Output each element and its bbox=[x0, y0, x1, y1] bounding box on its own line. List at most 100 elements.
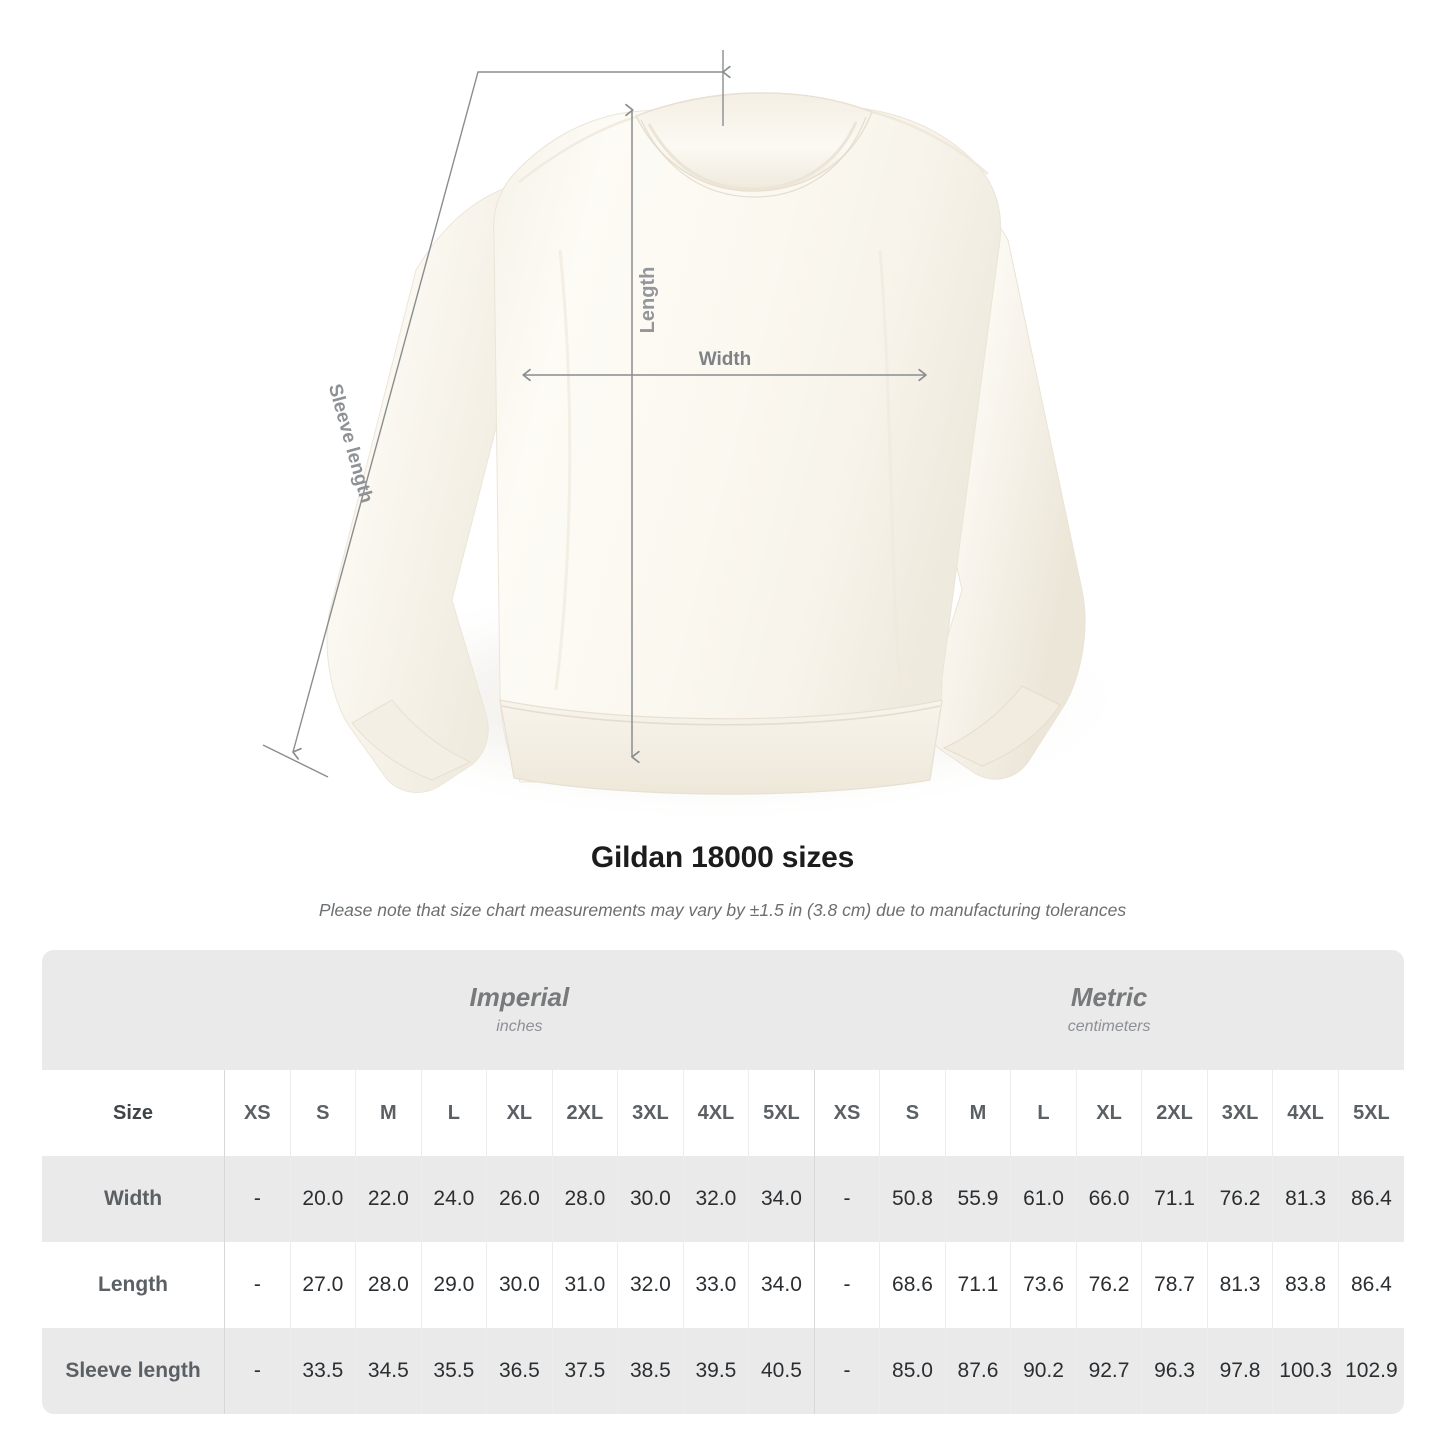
header-metric-5xl: 5XL bbox=[1337, 1070, 1404, 1156]
cell-width-imperial-5xl: 34.0 bbox=[748, 1156, 815, 1242]
cell-sleeve-metric-4xl: 100.3 bbox=[1272, 1328, 1339, 1414]
row-label-sleeve-length: Sleeve length bbox=[42, 1328, 225, 1414]
unit-banner-spacer bbox=[42, 950, 225, 1070]
cell-length-imperial-3xl: 32.0 bbox=[617, 1242, 684, 1328]
cell-width-imperial-4xl: 32.0 bbox=[682, 1156, 749, 1242]
right-cuff bbox=[942, 685, 1061, 767]
size-chart-table-wrapper: Imperial inches Metric centimeters Size … bbox=[42, 950, 1404, 1414]
unit-banner-imperial: Imperial inches bbox=[224, 950, 815, 1070]
unit-name-metric: Metric bbox=[1070, 982, 1148, 1012]
title-block: Gildan 18000 sizes Please note that size… bbox=[0, 838, 1445, 922]
header-metric-3xl: 3XL bbox=[1206, 1070, 1273, 1156]
cell-sleeve-imperial-5xl: 40.5 bbox=[748, 1328, 815, 1414]
tolerance-note: Please note that size chart measurements… bbox=[318, 900, 1127, 920]
cell-width-metric-m: 55.9 bbox=[944, 1156, 1011, 1242]
cell-sleeve-imperial-xl: 36.5 bbox=[486, 1328, 553, 1414]
size-header-row: Size XS S M L XL 2XL 3XL 4XL 5XL XS S M … bbox=[42, 1070, 1404, 1156]
right-shoulder-seam bbox=[865, 108, 989, 175]
cell-width-imperial-2xl: 28.0 bbox=[551, 1156, 618, 1242]
width-label: Width bbox=[699, 349, 752, 370]
unit-sub-imperial: inches bbox=[496, 1018, 543, 1035]
cell-width-metric-2xl: 71.1 bbox=[1141, 1156, 1208, 1242]
cell-width-metric-5xl: 86.4 bbox=[1337, 1156, 1404, 1242]
table-row: Length - 27.0 28.0 29.0 30.0 31.0 32.0 3… bbox=[42, 1242, 1404, 1328]
header-metric-xl: XL bbox=[1075, 1070, 1142, 1156]
cell-width-metric-4xl: 81.3 bbox=[1272, 1156, 1339, 1242]
sleeve-length-measure-arrow bbox=[292, 65, 731, 760]
header-corner-size-label: Size bbox=[42, 1070, 225, 1156]
header-metric-2xl: 2XL bbox=[1141, 1070, 1208, 1156]
cell-sleeve-metric-5xl: 102.9 bbox=[1337, 1328, 1404, 1414]
sleeve-length-label: Sleeve length bbox=[324, 382, 377, 506]
garment-diagram: Length Width Sleeve length bbox=[262, 50, 1140, 825]
cell-width-imperial-xl: 26.0 bbox=[486, 1156, 553, 1242]
cell-width-metric-s: 50.8 bbox=[879, 1156, 946, 1242]
cell-width-metric-xs: - bbox=[813, 1156, 880, 1242]
cell-length-imperial-xs: - bbox=[224, 1242, 291, 1328]
cell-length-metric-3xl: 81.3 bbox=[1206, 1242, 1273, 1328]
table-row: Sleeve length - 33.5 34.5 35.5 36.5 37.5… bbox=[42, 1328, 1404, 1414]
row-label-width: Width bbox=[42, 1156, 225, 1242]
cell-length-metric-l: 73.6 bbox=[1010, 1242, 1077, 1328]
cell-length-imperial-s: 27.0 bbox=[289, 1242, 356, 1328]
header-metric-s: S bbox=[879, 1070, 946, 1156]
cell-length-metric-xs: - bbox=[813, 1242, 880, 1328]
cell-sleeve-imperial-3xl: 38.5 bbox=[617, 1328, 684, 1414]
cell-sleeve-metric-xl: 92.7 bbox=[1075, 1328, 1142, 1414]
cell-sleeve-imperial-4xl: 39.5 bbox=[682, 1328, 749, 1414]
cell-width-imperial-3xl: 30.0 bbox=[617, 1156, 684, 1242]
cell-length-metric-2xl: 78.7 bbox=[1141, 1242, 1208, 1328]
length-label: Length bbox=[637, 267, 659, 334]
cell-sleeve-metric-2xl: 96.3 bbox=[1141, 1328, 1208, 1414]
cell-width-imperial-xs: - bbox=[224, 1156, 291, 1242]
header-imperial-3xl: 3XL bbox=[617, 1070, 684, 1156]
table-row: Width - 20.0 22.0 24.0 26.0 28.0 30.0 32… bbox=[42, 1156, 1404, 1242]
row-label-length: Length bbox=[42, 1242, 225, 1328]
cell-width-imperial-m: 22.0 bbox=[355, 1156, 422, 1242]
cell-length-imperial-m: 28.0 bbox=[355, 1242, 422, 1328]
header-metric-xs: XS bbox=[813, 1070, 880, 1156]
cell-width-metric-xl: 66.0 bbox=[1075, 1156, 1142, 1242]
header-imperial-m: M bbox=[355, 1070, 422, 1156]
cell-sleeve-imperial-2xl: 37.5 bbox=[551, 1328, 618, 1414]
cell-sleeve-imperial-l: 35.5 bbox=[420, 1328, 487, 1414]
header-imperial-4xl: 4XL bbox=[682, 1070, 749, 1156]
cell-sleeve-metric-xs: - bbox=[813, 1328, 880, 1414]
sweatshirt-illustration: Length Width Sleeve length bbox=[262, 50, 1140, 825]
cell-length-imperial-xl: 30.0 bbox=[486, 1242, 553, 1328]
cell-sleeve-imperial-xs: - bbox=[224, 1328, 291, 1414]
cell-width-metric-3xl: 76.2 bbox=[1206, 1156, 1273, 1242]
unit-name-imperial: Imperial bbox=[469, 982, 570, 1012]
cell-length-imperial-l: 29.0 bbox=[420, 1242, 487, 1328]
header-imperial-l: L bbox=[420, 1070, 487, 1156]
sleeve-end-tick bbox=[262, 744, 329, 778]
header-imperial-s: S bbox=[289, 1070, 356, 1156]
header-imperial-5xl: 5XL bbox=[748, 1070, 815, 1156]
cell-length-imperial-5xl: 34.0 bbox=[748, 1242, 815, 1328]
cell-length-metric-5xl: 86.4 bbox=[1337, 1242, 1404, 1328]
header-metric-l: L bbox=[1010, 1070, 1077, 1156]
cell-length-imperial-2xl: 31.0 bbox=[551, 1242, 618, 1328]
cell-sleeve-metric-m: 87.6 bbox=[944, 1328, 1011, 1414]
header-imperial-xl: XL bbox=[486, 1070, 553, 1156]
header-imperial-xs: XS bbox=[224, 1070, 291, 1156]
header-metric-4xl: 4XL bbox=[1272, 1070, 1339, 1156]
unit-sub-metric: centimeters bbox=[1067, 1018, 1151, 1035]
cell-length-metric-xl: 76.2 bbox=[1075, 1242, 1142, 1328]
unit-banner-row: Imperial inches Metric centimeters bbox=[42, 950, 1404, 1070]
page-title: Gildan 18000 sizes bbox=[590, 841, 855, 874]
cell-width-imperial-s: 20.0 bbox=[289, 1156, 356, 1242]
cell-width-imperial-l: 24.0 bbox=[420, 1156, 487, 1242]
fabric-fold-2 bbox=[878, 249, 902, 691]
cell-length-metric-s: 68.6 bbox=[879, 1242, 946, 1328]
cell-sleeve-metric-s: 85.0 bbox=[879, 1328, 946, 1414]
cell-width-metric-l: 61.0 bbox=[1010, 1156, 1077, 1242]
cell-length-metric-m: 71.1 bbox=[944, 1242, 1011, 1328]
cell-sleeve-metric-l: 90.2 bbox=[1010, 1328, 1077, 1414]
unit-banner-metric: Metric centimeters bbox=[814, 950, 1404, 1070]
size-chart-table: Imperial inches Metric centimeters Size … bbox=[42, 950, 1404, 1414]
header-metric-m: M bbox=[944, 1070, 1011, 1156]
cell-length-metric-4xl: 83.8 bbox=[1272, 1242, 1339, 1328]
cell-sleeve-imperial-m: 34.5 bbox=[355, 1328, 422, 1414]
cell-sleeve-imperial-s: 33.5 bbox=[289, 1328, 356, 1414]
